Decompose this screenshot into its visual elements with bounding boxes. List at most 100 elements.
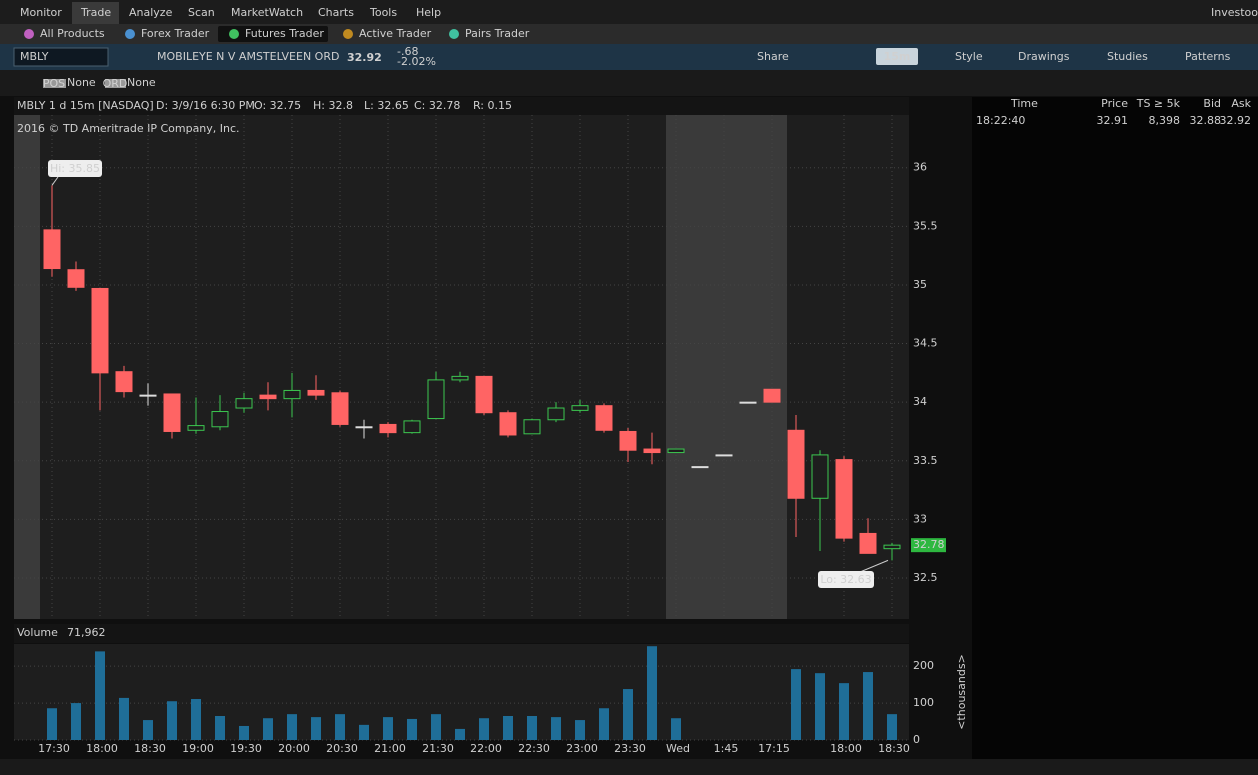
x-tick-label: 20:00	[278, 742, 310, 755]
x-tick-label: 20:30	[326, 742, 358, 755]
menu-item[interactable]: Monitor	[20, 6, 62, 19]
volume-bar	[263, 718, 273, 740]
change-pct: -2.02%	[397, 55, 436, 68]
studies-button[interactable]: Studies	[1107, 50, 1148, 63]
ts-column[interactable]: TS ≥ 5k	[1136, 97, 1181, 110]
x-tick-label: 17:30	[38, 742, 70, 755]
share-button[interactable]: Share	[757, 50, 789, 63]
candle-body	[211, 411, 229, 428]
symbol[interactable]: MBLY	[20, 50, 49, 63]
x-tick-label: 18:30	[878, 742, 910, 755]
volume-last: 71,962	[67, 626, 106, 639]
candle-body	[715, 454, 733, 457]
candle-body	[523, 419, 541, 435]
x-tick-label: 18:00	[86, 742, 118, 755]
timeframe-box	[876, 48, 918, 65]
volume-bar	[335, 714, 345, 740]
menu-item[interactable]: Charts	[318, 6, 354, 19]
product-tab[interactable]: Pairs Trader	[465, 27, 530, 40]
timeframe[interactable]: 15m	[884, 50, 911, 63]
candle-body	[91, 287, 109, 374]
ts-column[interactable]: Time	[1010, 97, 1038, 110]
style-button[interactable]: Style	[955, 50, 983, 63]
menu-item[interactable]: Analyze	[129, 6, 173, 19]
last-price-label: 32.78	[913, 538, 945, 551]
candle-body	[235, 398, 253, 409]
volume-bar	[287, 714, 297, 740]
product-tab[interactable]: All Products	[40, 27, 105, 40]
hi-pointer	[51, 176, 59, 186]
x-tick-label: 21:00	[374, 742, 406, 755]
candle-body	[763, 388, 781, 403]
x-tick-label: 23:00	[566, 742, 598, 755]
candle-body	[115, 371, 133, 393]
y-tick-label: 33	[913, 512, 927, 525]
drawings-button[interactable]: Drawings	[1018, 50, 1070, 63]
candle-body	[283, 389, 301, 400]
volume-bar	[791, 669, 801, 740]
volume-bar	[575, 720, 585, 740]
candle-body	[883, 544, 901, 550]
orders-bar	[0, 70, 1258, 96]
candle-body	[187, 425, 205, 431]
patterns-button[interactable]: Patterns	[1185, 50, 1231, 63]
menu-item[interactable]: Scan	[188, 6, 215, 19]
menu-item[interactable]: MarketWatch	[231, 6, 303, 19]
candle-body	[43, 229, 61, 270]
time-sales-bg	[972, 97, 1258, 759]
chart-header-item: D: 3/9/16 6:30 PM	[156, 99, 255, 112]
candle-body	[595, 405, 613, 431]
volume-bar	[671, 718, 681, 740]
candle-body	[379, 423, 397, 434]
x-tick-label: 23:30	[614, 742, 646, 755]
product-tab[interactable]: Futures Trader	[245, 27, 324, 40]
candle-body	[331, 392, 349, 425]
lo-label-box	[818, 571, 874, 588]
bottom-bar	[0, 759, 1258, 775]
extended-hours	[666, 115, 787, 619]
y-tick-label: 34	[913, 395, 927, 408]
menu-item[interactable]: Help	[416, 6, 441, 19]
candle-body	[619, 430, 637, 451]
volume-bar	[407, 718, 417, 740]
y-tick-label: 33.5	[913, 454, 938, 467]
ts-cell: 32.92	[1220, 114, 1252, 127]
x-tick-label: 22:00	[470, 742, 502, 755]
ts-column[interactable]: Price	[1101, 97, 1128, 110]
menu-item[interactable]: Tools	[369, 6, 397, 19]
candle-body	[475, 375, 493, 414]
x-tick-label: 17:15	[758, 742, 790, 755]
candle-body	[427, 379, 445, 420]
volume-bar	[527, 716, 537, 740]
candle-body	[643, 448, 661, 454]
candle-body	[139, 394, 157, 397]
hi-label-box	[48, 160, 102, 177]
product-icon	[343, 29, 353, 39]
product-icon	[125, 29, 135, 39]
chart-header-item: L: 32.65	[364, 99, 409, 112]
ord-value: None	[127, 76, 156, 89]
last-price-box	[911, 538, 946, 553]
x-tick-label: 21:30	[422, 742, 454, 755]
volume-bar	[431, 714, 441, 740]
candle-body	[307, 389, 325, 396]
candle-body	[547, 407, 565, 421]
volume-bar	[623, 689, 633, 740]
y-tick-label: 32.5	[913, 571, 938, 584]
menu-item[interactable]: Trade	[80, 6, 111, 19]
ts-column[interactable]: Bid	[1203, 97, 1221, 110]
product-tab[interactable]: Forex Trader	[141, 27, 210, 40]
product-tab[interactable]: Active Trader	[359, 27, 432, 40]
extended-hours	[14, 115, 40, 619]
ts-column[interactable]: Ask	[1231, 97, 1251, 110]
volume-bar	[359, 724, 369, 740]
ts-cell: 32.91	[1097, 114, 1129, 127]
account[interactable]: Investoo	[1211, 6, 1258, 19]
menu-active	[72, 2, 119, 24]
volume-bar	[143, 720, 153, 740]
chart-header-item: C: 32.78	[414, 99, 460, 112]
x-tick-label: 18:30	[134, 742, 166, 755]
volume-bar	[311, 717, 321, 740]
volume-tick-label: 0	[913, 733, 920, 746]
volume-header	[14, 624, 909, 643]
